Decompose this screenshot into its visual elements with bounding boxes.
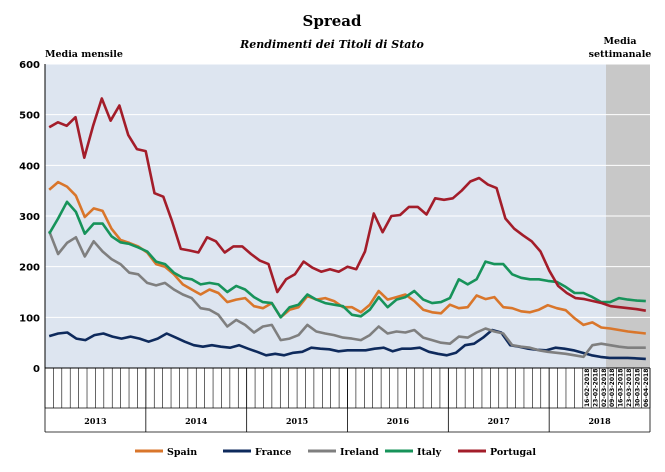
legend-label-italy: Italy (417, 447, 442, 458)
weekly-date-label: 09-03-2018 (609, 369, 616, 407)
y-tick-label: 100 (19, 313, 40, 324)
year-label: 2018 (588, 416, 611, 426)
monthly-average-label: Media mensile (45, 49, 123, 60)
weekly-date-label: 23-02-2018 (592, 369, 599, 407)
series-line-portugal (48, 97, 647, 312)
weekly-average-label-line1: Media (604, 36, 637, 47)
series-lines (47, 97, 647, 361)
weekly-date-label: 06-04-2018 (643, 369, 650, 407)
y-tick-label: 300 (19, 212, 40, 223)
weekly-date-label: 16-03-2018 (618, 369, 625, 407)
legend: Spain France Ireland Italy Portugal (135, 447, 536, 458)
chart-subtitle: Rendimenti dei Titoli di Stato (239, 38, 424, 51)
gridlines (45, 63, 650, 318)
weekly-average-label-line2: settimanale (589, 49, 652, 60)
legend-label-portugal: Portugal (490, 447, 536, 458)
chart-title: Spread (303, 12, 362, 30)
y-tick-label: 200 (19, 263, 40, 274)
weekly-date-label: 16-02-2018 (584, 369, 591, 407)
y-tick-label: 400 (19, 161, 40, 172)
weekly-date-label: 23-03-2018 (626, 369, 633, 407)
series-line-italy (48, 200, 646, 319)
weekly-date-label: 30-03-2018 (634, 369, 641, 407)
y-tick-label: 500 (19, 111, 40, 122)
legend-label-spain: Spain (167, 447, 197, 458)
x-axis: 2013 2014 2015 2016 2017 2018 16-02-2018 23-02-… (44, 367, 651, 433)
year-label: 2017 (488, 416, 510, 426)
legend-label-ireland: Ireland (340, 447, 379, 458)
legend-label-france: France (255, 447, 291, 458)
year-label: 2014 (185, 416, 208, 426)
year-label: 2016 (387, 416, 410, 426)
y-axis: 0 100 200 300 400 500 600 (19, 60, 46, 375)
y-tick-label: 0 (33, 364, 40, 375)
series-line-ireland (47, 230, 646, 359)
y-tick-label: 600 (19, 60, 40, 71)
year-label: 2013 (84, 416, 107, 426)
year-label: 2015 (286, 416, 308, 426)
weekly-date-label: 02-03-2018 (601, 369, 608, 407)
